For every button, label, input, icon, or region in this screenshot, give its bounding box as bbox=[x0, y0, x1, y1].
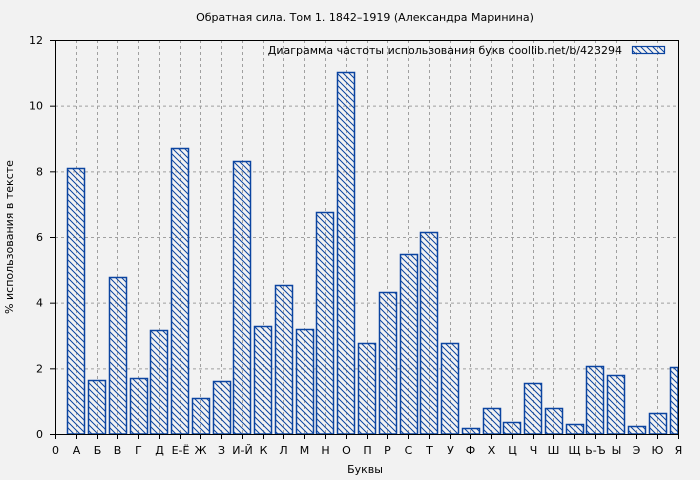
bar bbox=[129, 377, 149, 435]
x-tick-label: 0 bbox=[52, 444, 59, 457]
x-tick-label: С bbox=[405, 444, 413, 457]
x-tick-label: Р bbox=[384, 444, 391, 457]
bar bbox=[232, 160, 252, 435]
y-tick-label: 6 bbox=[36, 231, 43, 244]
y-tick-label: 12 bbox=[29, 34, 43, 47]
x-tick-label: Ю bbox=[652, 444, 664, 457]
x-tick-label: У bbox=[447, 444, 454, 457]
bar bbox=[357, 342, 377, 435]
bar bbox=[648, 412, 668, 435]
x-axis-label: Буквы bbox=[347, 463, 383, 476]
x-tick-label: М bbox=[300, 444, 310, 457]
bar bbox=[669, 366, 679, 435]
x-tick-label: П bbox=[363, 444, 371, 457]
bar bbox=[149, 329, 169, 435]
bar bbox=[191, 397, 211, 435]
bar bbox=[523, 382, 543, 435]
bar bbox=[66, 167, 86, 435]
bar bbox=[627, 425, 647, 435]
x-tick-label: Х bbox=[488, 444, 496, 457]
x-tick-label: Ы bbox=[612, 444, 622, 457]
x-tick-label: Щ bbox=[568, 444, 580, 457]
bar bbox=[502, 421, 522, 435]
x-tick-label: О bbox=[342, 444, 351, 457]
x-tick-label: Д bbox=[155, 444, 164, 457]
x-tick-label: Ж bbox=[195, 444, 207, 457]
bar bbox=[212, 380, 232, 435]
bar bbox=[87, 379, 107, 435]
bar bbox=[295, 328, 315, 435]
bar bbox=[170, 147, 190, 435]
bar bbox=[399, 253, 419, 435]
x-tick-label: Л bbox=[279, 444, 287, 457]
x-tick-label: Я bbox=[675, 444, 683, 457]
bar bbox=[482, 407, 502, 435]
x-tick-label: Э bbox=[633, 444, 641, 457]
x-tick-label: Е-Ё bbox=[172, 444, 190, 457]
x-tick-label: Ф bbox=[466, 444, 475, 457]
x-tick-label: Т bbox=[425, 444, 433, 457]
y-tick-label: 4 bbox=[36, 297, 43, 310]
bar bbox=[419, 231, 439, 435]
x-tick-label: Ц bbox=[508, 444, 517, 457]
x-tick-label: З bbox=[218, 444, 225, 457]
x-tick-label: Г bbox=[135, 444, 142, 457]
chart-title: Обратная сила. Том 1. 1842–1919 (Алексан… bbox=[196, 11, 534, 24]
x-tick-label: А bbox=[73, 444, 81, 457]
x-tick-label: К bbox=[260, 444, 268, 457]
bar bbox=[565, 423, 585, 435]
bar bbox=[253, 325, 273, 435]
bar bbox=[274, 284, 294, 435]
legend: Диаграмма частоты использования букв coo… bbox=[268, 44, 666, 57]
bar bbox=[336, 71, 356, 435]
bar bbox=[544, 407, 564, 435]
bar bbox=[585, 365, 605, 435]
bar bbox=[606, 374, 626, 435]
x-tick-label: В bbox=[114, 444, 122, 457]
legend-label: Диаграмма частоты использования букв coo… bbox=[268, 44, 622, 57]
y-tick-label: 0 bbox=[36, 428, 43, 441]
legend-swatch bbox=[631, 45, 666, 55]
x-tick-label: Б bbox=[94, 444, 102, 457]
x-tick-label: Ь-Ъ bbox=[585, 444, 606, 457]
bar bbox=[378, 291, 398, 435]
x-tick-label: Ч bbox=[530, 444, 538, 457]
y-tick-label: 2 bbox=[36, 362, 43, 375]
bar bbox=[315, 211, 335, 435]
bar bbox=[440, 342, 460, 435]
x-tick-label: Н bbox=[321, 444, 329, 457]
bar bbox=[108, 276, 128, 435]
x-tick-label: И-Й bbox=[232, 444, 252, 457]
axes: 0 2 4 6 8 10 12 0 А Б В Г Д Е-Ё Ж З И-Й К Л М Н О П Р С Т У Ф Х Ц Ч Ш Щ Ь… bbox=[29, 34, 682, 457]
y-tick-label: 10 bbox=[29, 100, 43, 113]
y-tick-label: 8 bbox=[36, 165, 43, 178]
x-tick-label: Ш bbox=[548, 444, 560, 457]
bar bbox=[461, 427, 481, 435]
